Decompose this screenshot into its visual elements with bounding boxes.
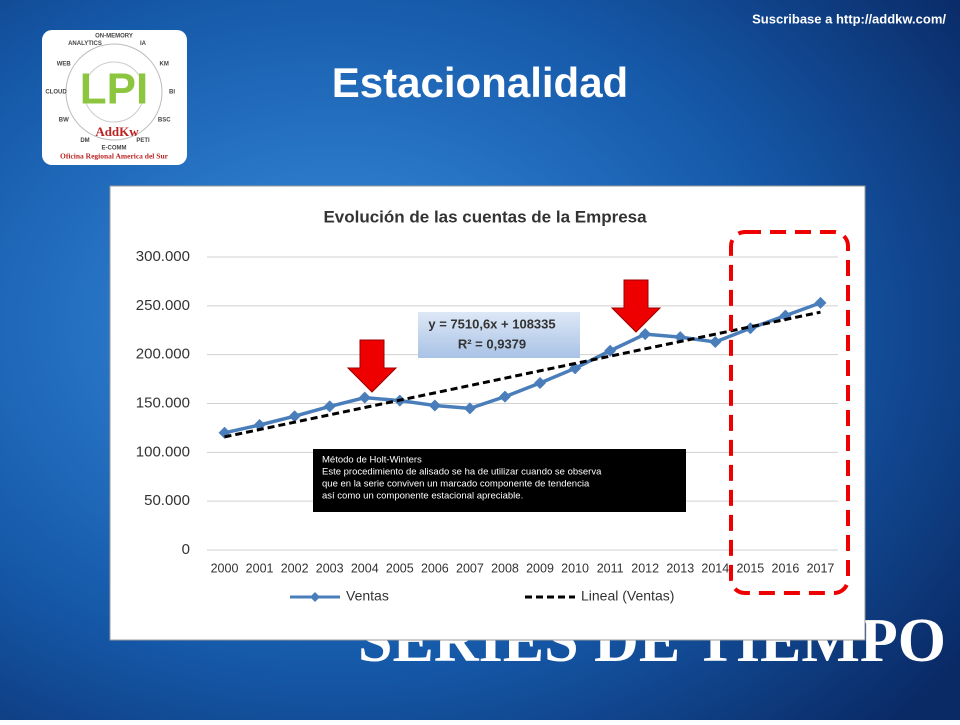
- y-tick-label: 200.000: [136, 346, 190, 363]
- y-tick-label: 250.000: [136, 297, 190, 314]
- chart-title: Evolución de las cuentas de la Empresa: [323, 207, 647, 226]
- x-tick-label: 2016: [772, 561, 800, 575]
- logo-ring-label: CLOUD: [45, 90, 67, 96]
- x-tick-label: 2003: [316, 561, 344, 575]
- note-title: Método de Holt-Winters: [322, 455, 422, 466]
- logo-web: [65, 43, 163, 141]
- x-tick-label: 2000: [211, 561, 239, 575]
- marker: [534, 376, 547, 389]
- note-line: Este procedimiento de alisado se ha de u…: [322, 467, 602, 478]
- legend-label: Ventas: [346, 588, 389, 604]
- y-tick-label: 300.000: [136, 248, 190, 265]
- arrow: [610, 279, 662, 333]
- x-tick-label: 2004: [351, 561, 379, 575]
- x-tick-label: 2011: [597, 561, 624, 575]
- marker: [639, 328, 652, 341]
- logo-ring-label: WEB: [57, 62, 72, 68]
- marker: [288, 410, 301, 423]
- slide-title: Estacionalidad: [332, 59, 628, 106]
- marker: [463, 402, 476, 415]
- x-tick-label: 2012: [631, 561, 659, 575]
- marker: [428, 399, 441, 412]
- x-tick-label: 2001: [246, 561, 274, 575]
- legend-marker: [310, 592, 320, 602]
- marker: [498, 390, 511, 403]
- equation: R² = 0,9379: [458, 336, 526, 351]
- logo-ring-label: IA: [140, 41, 147, 47]
- marker: [358, 391, 371, 404]
- x-tick-label: 2009: [526, 561, 554, 575]
- x-tick-label: 2015: [736, 561, 764, 575]
- x-tick-label: 2010: [561, 561, 589, 575]
- logo-ring-label: DM: [80, 138, 89, 144]
- logo-ring-label: PETI: [136, 138, 150, 144]
- logo-ring-label: KM: [160, 62, 169, 68]
- marker: [814, 296, 827, 309]
- logo-brand: AddKw: [95, 124, 139, 139]
- subscribe: Suscribase a http://addkw.com/: [752, 11, 946, 26]
- logo-office: Oficina Regional America del Sur: [60, 152, 169, 161]
- series-line: [224, 301, 822, 435]
- marker: [709, 335, 722, 348]
- x-tick-label: 2002: [281, 561, 309, 575]
- highlight-box: [729, 230, 850, 595]
- logo-box: [42, 30, 187, 165]
- marker: [323, 400, 336, 413]
- marker: [604, 344, 617, 357]
- x-tick-label: 2014: [701, 561, 729, 575]
- x-tick-label: 2017: [807, 561, 835, 575]
- note-box: [313, 449, 686, 512]
- logo-web: [83, 61, 145, 123]
- y-tick-label: 0: [182, 541, 190, 558]
- chart-frame: [109, 185, 866, 641]
- logo-name: LPI: [80, 65, 148, 114]
- x-tick-label: 2005: [386, 561, 414, 575]
- x-tick-label: 2007: [456, 561, 484, 575]
- y-tick-label: 100.000: [136, 443, 190, 460]
- y-tick-label: 150.000: [136, 394, 190, 411]
- equation-box: [418, 312, 580, 358]
- series-line: [224, 310, 821, 439]
- logo-ring-label: BW: [59, 118, 69, 124]
- logo-ring-label: BSC: [158, 118, 171, 124]
- note-line: así como un componente estacional apreci…: [322, 491, 523, 502]
- x-tick-label: 2006: [421, 561, 449, 575]
- x-tick-label: 2008: [491, 561, 519, 575]
- logo-ring-label: BI: [169, 90, 175, 96]
- note-line: que en la serie conviven un marcado comp…: [322, 479, 590, 490]
- logo-ring-label: ANALYTICS: [68, 41, 102, 47]
- y-tick-label: 50.000: [144, 492, 190, 509]
- arrow: [346, 339, 398, 393]
- x-tick-label: 2013: [666, 561, 694, 575]
- equation: y = 7510,6x + 108335: [428, 316, 555, 331]
- legend-label: Lineal (Ventas): [581, 588, 674, 604]
- logo-ring-label: ON-MEMORY: [95, 34, 133, 40]
- logo-ring-label: E-COMM: [102, 146, 127, 152]
